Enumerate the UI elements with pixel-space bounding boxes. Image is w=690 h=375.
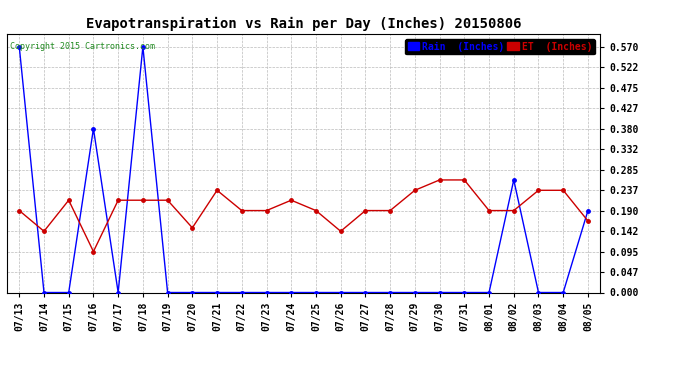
Legend: Rain  (Inches), ET  (Inches): Rain (Inches), ET (Inches) [405,39,595,54]
Title: Evapotranspiration vs Rain per Day (Inches) 20150806: Evapotranspiration vs Rain per Day (Inch… [86,17,522,31]
Text: Copyright 2015 Cartronics.com: Copyright 2015 Cartronics.com [10,42,155,51]
